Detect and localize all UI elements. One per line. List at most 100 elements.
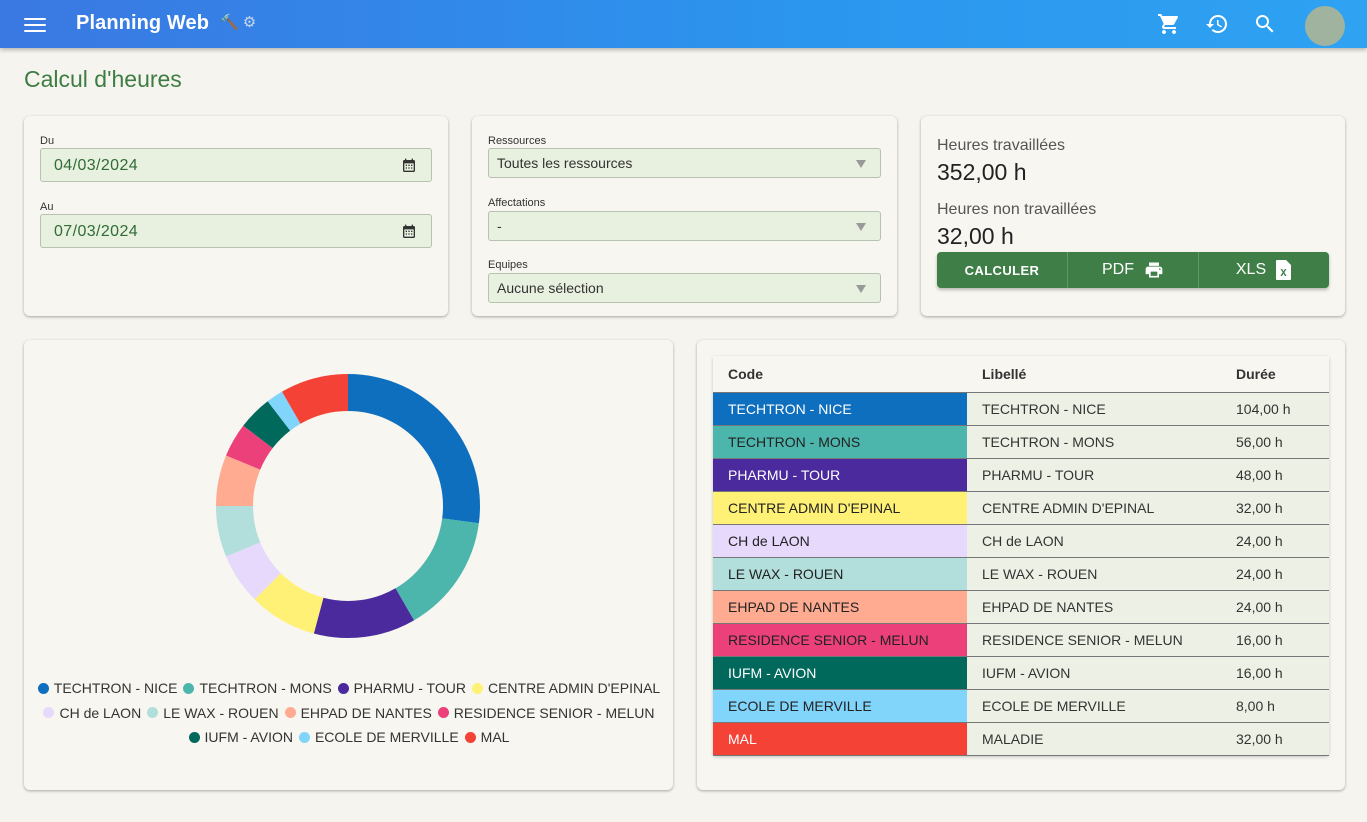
legend-item[interactable]: ECOLE DE MERVILLE bbox=[298, 725, 459, 749]
table-row[interactable]: TECHTRON - MONS TECHTRON - MONS 56,00 h bbox=[713, 425, 1329, 459]
donut-slice-techtron-nice[interactable] bbox=[348, 374, 481, 524]
resources-label: Ressources bbox=[488, 135, 547, 147]
legend-item[interactable]: LE WAX - ROUEN bbox=[147, 701, 279, 725]
row-label-cell: EHPAD DE NANTES bbox=[967, 590, 1221, 624]
legend-item[interactable]: TECHTRON - MONS bbox=[183, 676, 332, 700]
table-row[interactable]: PHARMU - TOUR PHARMU - TOUR 48,00 h bbox=[713, 458, 1329, 492]
legend-label: TECHTRON - NICE bbox=[53, 680, 178, 696]
row-code-cell: CENTRE ADMIN D'EPINAL bbox=[713, 491, 967, 525]
legend-dot bbox=[337, 682, 349, 694]
teams-select[interactable]: Aucune sélection bbox=[488, 273, 881, 303]
calendar-icon[interactable] bbox=[401, 158, 417, 174]
legend-dot bbox=[147, 707, 159, 718]
table-row[interactable]: IUFM - AVION IUFM - AVION 16,00 h bbox=[713, 656, 1329, 690]
filters-card: Ressources Toutes les ressources Affecta… bbox=[472, 116, 897, 316]
cart-icon[interactable] bbox=[1157, 12, 1181, 36]
row-duration-cell: 48,00 h bbox=[1221, 458, 1329, 492]
legend-label: TECHTRON - MONS bbox=[199, 680, 332, 696]
legend-dot bbox=[464, 731, 476, 743]
table-row[interactable]: TECHTRON - NICE TECHTRON - NICE 104,00 h bbox=[713, 392, 1329, 426]
table-card: Code Libellé Durée TECHTRON - NICE TECHTR… bbox=[697, 340, 1345, 790]
row-code-cell: PHARMU - TOUR bbox=[713, 458, 967, 492]
user-avatar[interactable] bbox=[1305, 6, 1345, 46]
duration-table: Code Libellé Durée TECHTRON - NICE TECHTR… bbox=[713, 356, 1329, 756]
donut-slice-pharmu-tour[interactable] bbox=[313, 588, 414, 638]
column-header-code[interactable]: Code bbox=[713, 356, 967, 393]
print-icon bbox=[1145, 262, 1163, 278]
to-date-field[interactable]: 07/03/2024 bbox=[40, 214, 432, 248]
from-date-field[interactable]: 04/03/2024 bbox=[40, 148, 432, 182]
calculate-label: CALCULER bbox=[964, 262, 1040, 278]
row-label-cell: ECOLE DE MERVILLE bbox=[967, 689, 1221, 723]
worked-hours-value: 352,00 h bbox=[937, 159, 1027, 185]
calculate-button[interactable]: CALCULER bbox=[937, 252, 1068, 288]
donut-slice-ecole-de-merville[interactable] bbox=[267, 391, 301, 431]
legend-item[interactable]: CENTRE ADMIN D'EPINAL bbox=[471, 676, 660, 700]
legend-label: PHARMU - TOUR bbox=[353, 680, 466, 696]
donut-slice-ch-de-laon[interactable] bbox=[226, 542, 281, 600]
donut-slice-centre-admin-d-epinal[interactable] bbox=[254, 573, 324, 634]
row-duration-cell: 8,00 h bbox=[1221, 689, 1329, 723]
legend-item[interactable]: IUFM - AVION bbox=[188, 725, 293, 749]
row-duration-cell: 16,00 h bbox=[1221, 656, 1329, 690]
legend-item[interactable]: TECHTRON - NICE bbox=[37, 676, 178, 700]
action-button-group: CALCULER PDF XLS bbox=[937, 252, 1329, 288]
top-app-bar: Planning Web 🔨 ⚙ bbox=[0, 0, 1367, 48]
menu-icon[interactable] bbox=[24, 14, 46, 34]
row-label-cell: TECHTRON - MONS bbox=[967, 425, 1221, 459]
legend-item[interactable]: CH de LAON bbox=[43, 701, 141, 725]
legend-dot bbox=[437, 707, 449, 718]
table-row[interactable]: RESIDENCE SENIOR - MELUN RESIDENCE SENIOR… bbox=[713, 623, 1329, 657]
column-header-duration[interactable]: Durée bbox=[1221, 356, 1329, 393]
dropdown-arrow-icon bbox=[856, 160, 866, 168]
history-icon[interactable] bbox=[1205, 12, 1229, 36]
row-code-cell: ECOLE DE MERVILLE bbox=[713, 689, 967, 723]
row-code-cell: TECHTRON - MONS bbox=[713, 425, 967, 459]
dropdown-arrow-icon bbox=[856, 223, 866, 231]
legend-label: ECOLE DE MERVILLE bbox=[314, 729, 459, 745]
row-duration-cell: 24,00 h bbox=[1221, 524, 1329, 558]
pdf-button[interactable]: PDF bbox=[1068, 252, 1199, 288]
donut-slice-residence-senior-melun[interactable] bbox=[226, 425, 273, 470]
column-header-label[interactable]: Libellé bbox=[967, 356, 1221, 393]
row-code-cell: RESIDENCE SENIOR - MELUN bbox=[713, 623, 967, 657]
table-header-row: Code Libellé Durée bbox=[713, 356, 1329, 393]
table-row[interactable]: CH de LAON CH de LAON 24,00 h bbox=[713, 524, 1329, 558]
legend-dot bbox=[43, 707, 55, 718]
to-date-label: Au bbox=[40, 201, 54, 213]
donut-slice-ehpad-de-nantes[interactable] bbox=[216, 455, 261, 506]
calendar-icon[interactable] bbox=[401, 224, 417, 240]
table-row[interactable]: LE WAX - ROUEN LE WAX - ROUEN 24,00 h bbox=[713, 557, 1329, 591]
row-label-cell: MALADIE bbox=[967, 722, 1221, 756]
xls-label: XLS bbox=[1235, 261, 1267, 278]
donut-slice-le-wax-rouen[interactable] bbox=[216, 506, 261, 557]
xls-button[interactable]: XLS bbox=[1199, 252, 1329, 288]
search-icon[interactable] bbox=[1253, 12, 1277, 36]
dropdown-arrow-icon bbox=[856, 285, 866, 293]
non-worked-hours-label: Heures non travaillées bbox=[937, 201, 1097, 218]
table-row[interactable]: EHPAD DE NANTES EHPAD DE NANTES 24,00 h bbox=[713, 590, 1329, 624]
affectations-select[interactable]: - bbox=[488, 211, 881, 241]
legend-item[interactable]: EHPAD DE NANTES bbox=[284, 701, 432, 725]
date-range-card: Du 04/03/2024 Au 07/03/2024 bbox=[24, 116, 448, 316]
legend-item[interactable]: MAL bbox=[464, 725, 510, 749]
legend-item[interactable]: PHARMU - TOUR bbox=[337, 676, 466, 700]
legend-label: MAL bbox=[480, 729, 510, 745]
row-duration-cell: 16,00 h bbox=[1221, 623, 1329, 657]
table-row[interactable]: CENTRE ADMIN D'EPINAL CENTRE ADMIN D'EPIN… bbox=[713, 491, 1329, 525]
app-title[interactable]: Planning Web bbox=[76, 12, 210, 34]
page-title: Calcul d'heures bbox=[24, 66, 182, 92]
row-duration-cell: 24,00 h bbox=[1221, 557, 1329, 591]
legend-label: RESIDENCE SENIOR - MELUN bbox=[453, 704, 655, 721]
donut-slice-mal[interactable] bbox=[282, 374, 348, 424]
donut-slice-techtron-mons[interactable] bbox=[395, 518, 479, 621]
row-label-cell: RESIDENCE SENIOR - MELUN bbox=[967, 623, 1221, 657]
row-label-cell: IUFM - AVION bbox=[967, 656, 1221, 690]
table-row[interactable]: ECOLE DE MERVILLE ECOLE DE MERVILLE 8,00 h bbox=[713, 689, 1329, 723]
legend-label: LE WAX - ROUEN bbox=[163, 704, 279, 721]
donut-slice-iufm-avion[interactable] bbox=[243, 401, 291, 449]
table-row[interactable]: MAL MALADIE 32,00 h bbox=[713, 722, 1329, 756]
resources-select[interactable]: Toutes les ressources bbox=[488, 148, 881, 178]
from-date-value: 04/03/2024 bbox=[54, 157, 139, 174]
legend-item[interactable]: RESIDENCE SENIOR - MELUN bbox=[437, 701, 655, 725]
